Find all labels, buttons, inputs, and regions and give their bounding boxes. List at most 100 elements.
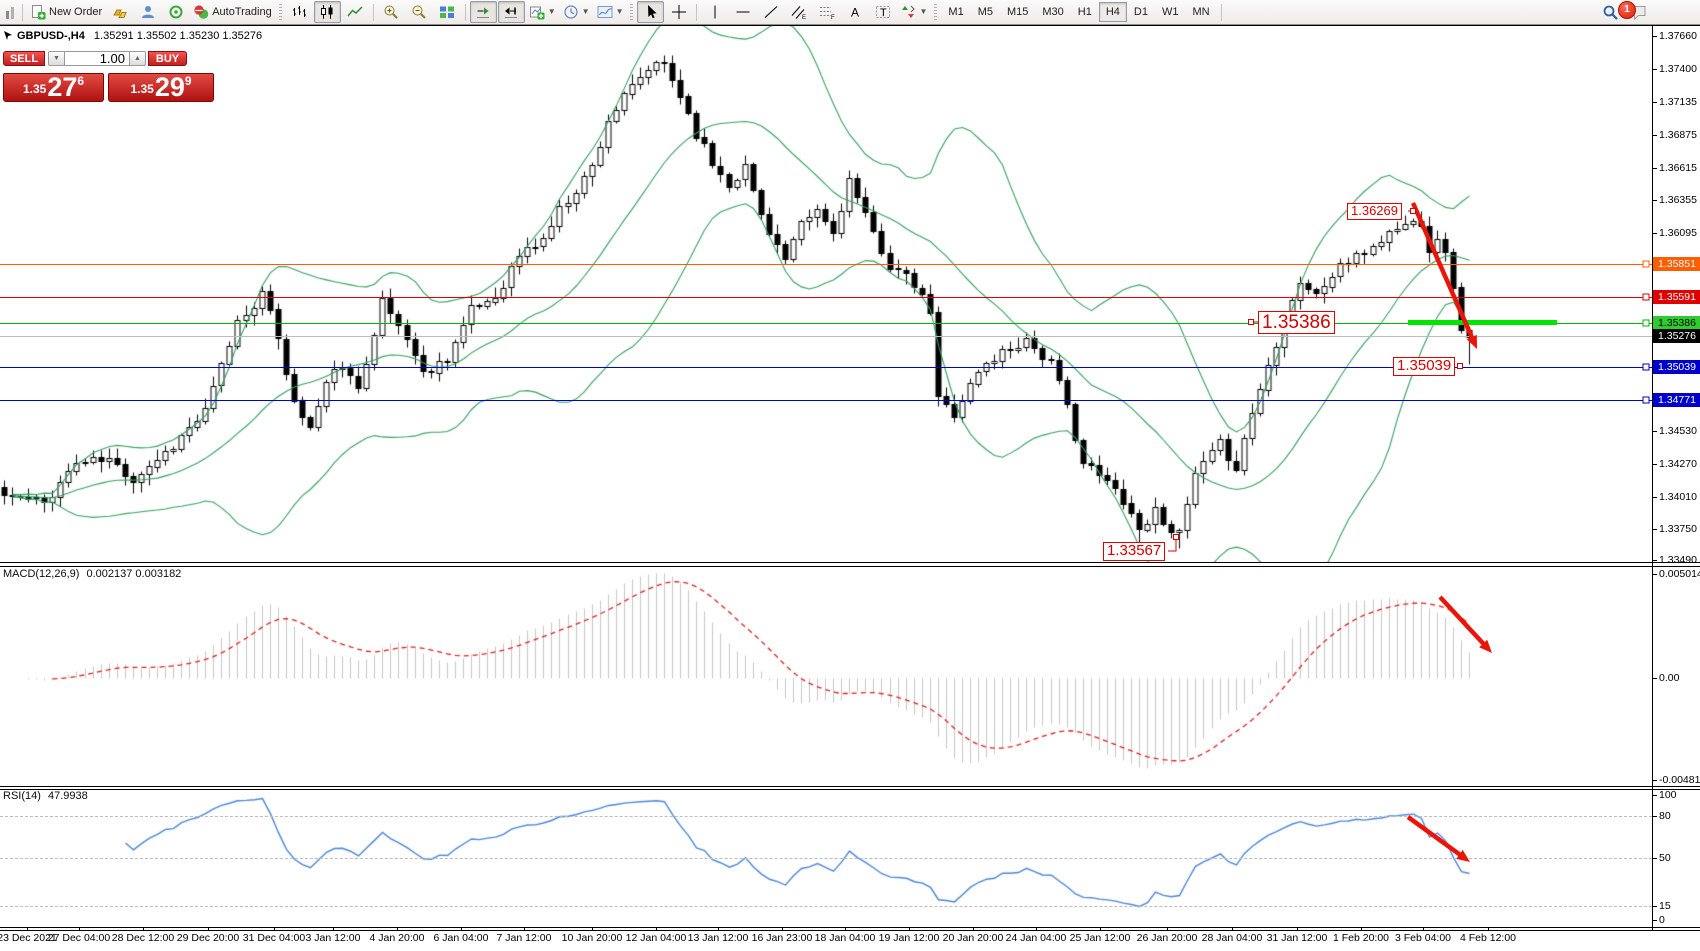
notification-badge[interactable]: 1 (1618, 1, 1636, 19)
timeframe-m30[interactable]: M30 (1042, 6, 1064, 18)
chart-header: GBPUSD-,H4 1.35291 1.35502 1.35230 1.352… (17, 30, 262, 42)
volume-increase-button[interactable]: ▲ (129, 51, 146, 66)
macd-name: MACD(12,26,9) (3, 568, 80, 580)
timeframe-h1[interactable]: H1 (1077, 6, 1092, 18)
autotrading-button[interactable]: AutoTrading (190, 1, 275, 23)
signals-button[interactable] (162, 1, 189, 23)
line-chart-icon (347, 6, 363, 17)
timeframe-h4[interactable]: H4 (1098, 2, 1127, 22)
price-tick-mark (1652, 529, 1657, 530)
cursor-tool-button[interactable] (637, 1, 665, 23)
horizontal-level-line[interactable] (0, 336, 1652, 337)
toolbar-grip[interactable] (934, 3, 938, 21)
price-annotation[interactable]: 1.35386 (1258, 311, 1335, 335)
horizontal-level-line[interactable] (0, 323, 1652, 324)
text-label-tool-button[interactable]: T (869, 1, 896, 23)
time-tick-mark (1423, 927, 1424, 930)
toolbar-separator (696, 3, 698, 21)
zoom-out-button[interactable] (406, 1, 433, 23)
price-tick-mark (1652, 135, 1657, 136)
macd-rsi-separator[interactable] (0, 789, 1700, 790)
price-tick-label: 1.37135 (1659, 96, 1697, 108)
volume-input[interactable]: 1.00 (65, 51, 129, 66)
time-axis-label: 4 Jan 20:00 (369, 932, 425, 944)
price-annotation[interactable]: 1.33567 (1103, 542, 1166, 561)
macd-tick-mark (1652, 780, 1657, 781)
chart-window-icon[interactable] (2, 1, 18, 23)
time-tick-mark (845, 927, 846, 930)
timeframe-m1[interactable]: M1 (948, 6, 964, 18)
time-axis-label: 31 Jan 12:00 (1266, 932, 1328, 944)
time-tick-mark (524, 927, 525, 930)
crosshair-tool-button[interactable] (665, 1, 692, 23)
ask-price-display[interactable]: 1.35 29 9 (108, 73, 214, 102)
fibonacci-tool-button[interactable]: F (813, 1, 840, 23)
horizontal-level-line[interactable] (0, 297, 1652, 298)
bar-chart-mode-button[interactable] (286, 1, 313, 23)
macd-rsi-separator[interactable] (0, 786, 1700, 787)
candlestick-mode-button[interactable] (313, 1, 341, 23)
market-watch-gold-button[interactable] (106, 1, 133, 23)
time-tick-mark (1361, 927, 1362, 930)
zoom-in-button[interactable] (378, 1, 405, 23)
arrows-tool-button[interactable]: ▼ (897, 1, 930, 23)
time-tick-mark (333, 927, 334, 930)
price-annotation[interactable]: 1.35039 (1393, 357, 1456, 376)
channel-tool-button[interactable]: E (785, 1, 812, 23)
main-macd-separator[interactable] (0, 562, 1700, 563)
rsi-axis-label: 80 (1659, 810, 1671, 822)
add-indicator-button[interactable]: ▼ (526, 1, 559, 23)
time-tick-mark (274, 927, 275, 930)
timeframe-d1[interactable]: D1 (1133, 6, 1148, 18)
line-chart-mode-button[interactable] (342, 1, 369, 23)
time-axis-label: 4 Feb 12:00 (1459, 932, 1517, 944)
time-axis-label: 20 Jan 20:00 (942, 932, 1004, 944)
horizontal-line-tool-button[interactable] (729, 1, 756, 23)
search-button[interactable] (1597, 1, 1624, 23)
vertical-line-tool-button[interactable] (701, 1, 728, 23)
buy-button[interactable]: BUY (148, 51, 187, 66)
timeframe-m15[interactable]: M15 (1006, 6, 1029, 18)
trendline-tool-button[interactable] (757, 1, 784, 23)
search-icon (1603, 5, 1618, 20)
volume-decrease-button[interactable]: ▼ (48, 51, 65, 66)
horizontal-level-line[interactable] (0, 264, 1652, 265)
time-tick-mark (592, 927, 593, 930)
tile-windows-button[interactable] (434, 1, 461, 23)
rsi-axis-label: 15 (1659, 900, 1671, 912)
macd-indicator-canvas[interactable] (0, 567, 1652, 786)
ask-pip-digit: 9 (184, 74, 192, 88)
community-button[interactable] (134, 1, 161, 23)
macd-axis-label: -0.004812 (1659, 774, 1700, 786)
zoom-out-icon (412, 5, 426, 19)
rsi-label: RSI(14) 47.9938 (3, 790, 88, 802)
price-annotation[interactable]: 1.36269 (1347, 203, 1402, 220)
horizontal-level-line[interactable] (0, 400, 1652, 401)
new-order-button[interactable]: New Order (27, 1, 105, 23)
chart-autoscroll-button[interactable] (497, 1, 525, 23)
chevron-down-icon: ▼ (615, 7, 624, 16)
period-selector-button[interactable]: ▼ (560, 1, 593, 23)
price-chart-canvas[interactable] (0, 25, 1652, 562)
time-tick-mark (143, 927, 144, 930)
time-tick-mark (208, 927, 209, 930)
main-macd-separator[interactable] (0, 566, 1700, 567)
horizontal-level-line[interactable] (0, 367, 1652, 368)
timeframe-m5[interactable]: M5 (977, 6, 993, 18)
chart-template-button[interactable]: ▼ (594, 1, 627, 23)
time-axis-label: 29 Dec 20:00 (176, 932, 240, 944)
toolbar-grip[interactable] (630, 3, 634, 21)
toolbar-grip[interactable] (278, 3, 282, 21)
price-tick-mark (1652, 497, 1657, 498)
text-tool-button[interactable]: A (841, 1, 868, 23)
thick-green-line[interactable] (1408, 320, 1557, 325)
timeframe-mn[interactable]: MN (1192, 6, 1210, 18)
rsi-axis-label: 100 (1659, 789, 1677, 801)
bid-price-display[interactable]: 1.35 27 6 (3, 73, 104, 102)
price-axis-background (1653, 26, 1700, 930)
chart-shift-button[interactable] (469, 1, 497, 23)
price-tick-mark (1652, 560, 1657, 561)
fibonacci-icon: F (819, 7, 835, 20)
timeframe-w1[interactable]: W1 (1161, 6, 1179, 18)
sell-button[interactable]: SELL (3, 51, 45, 66)
